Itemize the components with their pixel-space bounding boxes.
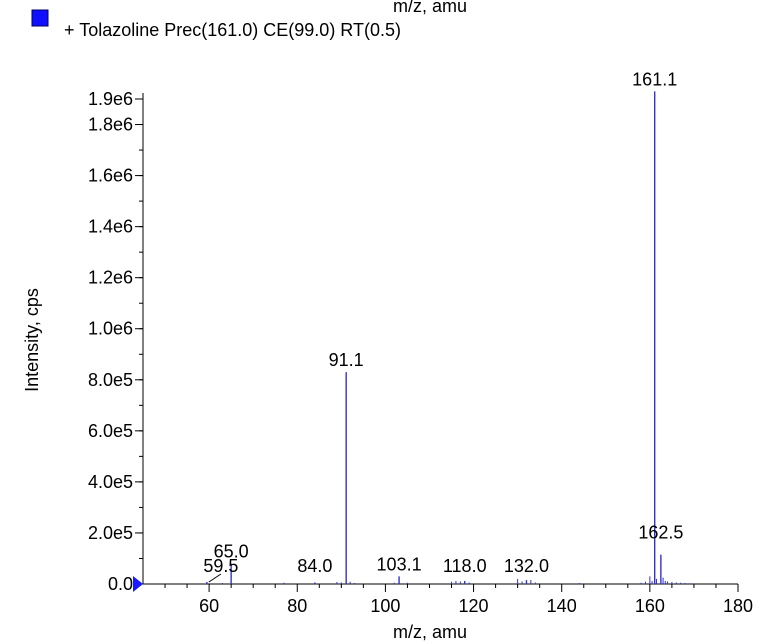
peak-label: 59.5	[203, 556, 238, 576]
peak-label: 161.1	[632, 69, 677, 89]
legend-swatch	[31, 9, 49, 27]
y-tick-label: 1.0e6	[88, 319, 133, 339]
peak-labels: 59.565.0 84.0 91.1 103.1 118.0 132.0 161.1 162.…	[203, 69, 683, 583]
legend-label: + Tolazoline Prec(161.0) CE(99.0) RT(0.5…	[64, 20, 401, 40]
plot-area: 0.0 2.0e5 4.0e5 6.0e5 8.0e5 1.0e6 1.2e6 1.4e6 1.…	[88, 69, 753, 616]
y-tick-label: 8.0e5	[88, 370, 133, 390]
y-tick-label: 2.0e5	[88, 523, 133, 543]
y-tick-label: 1.9e6	[88, 89, 133, 109]
origin-marker[interactable]	[133, 576, 143, 592]
peak-label: 84.0	[297, 556, 332, 576]
minor-peaks	[221, 576, 691, 584]
y-axis-ticks: 0.0 2.0e5 4.0e5 6.0e5 8.0e5 1.0e6 1.2e6 1.4e6 1.…	[88, 89, 143, 594]
x-tick-label: 180	[723, 596, 753, 616]
peak-label: 132.0	[504, 556, 549, 576]
peak-label: 103.1	[377, 554, 422, 574]
x-axis-title: m/z, amu	[393, 622, 467, 642]
x-tick-label: 120	[459, 596, 489, 616]
peak-label: 91.1	[329, 350, 364, 370]
peak-label: 118.0	[443, 556, 487, 576]
peak-label: 65.0	[214, 542, 249, 562]
y-tick-label: 1.2e6	[88, 268, 133, 288]
x-tick-label: 80	[287, 596, 307, 616]
peak-label-leader	[208, 573, 222, 583]
top-clipped-axis-title: m/z, amu	[393, 0, 467, 16]
y-tick-label: 1.8e6	[88, 115, 133, 135]
y-tick-label: 1.4e6	[88, 217, 133, 237]
y-tick-label: 6.0e5	[88, 421, 133, 441]
x-axis-ticks: 60 80 100 120 140 160 180	[164, 584, 753, 616]
peak-label: 162.5	[638, 523, 683, 543]
y-tick-label: 1.6e6	[88, 166, 133, 186]
x-tick-label: 140	[547, 596, 577, 616]
y-tick-label: 0.0	[108, 574, 133, 594]
x-tick-label: 160	[635, 596, 665, 616]
x-tick-label: 100	[370, 596, 400, 616]
x-tick-label: 60	[199, 596, 219, 616]
y-tick-label: 4.0e5	[88, 472, 133, 492]
y-axis-title: Intensity, cps	[22, 288, 42, 392]
labeled-peaks	[206, 91, 662, 584]
